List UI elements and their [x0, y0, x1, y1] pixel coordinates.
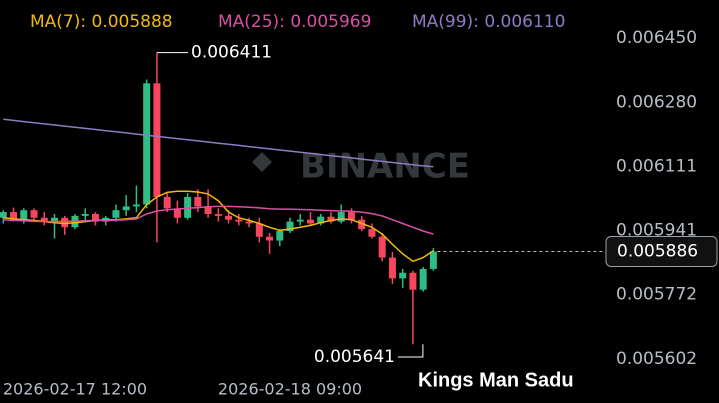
current-price-box [605, 235, 718, 267]
candle-body [317, 216, 325, 224]
low-leader [398, 344, 424, 358]
candle-body [194, 196, 202, 207]
legend-entry: MA(99): 0.006110 [412, 12, 565, 32]
candle-body [399, 272, 407, 279]
candle-body [91, 213, 99, 222]
y-tick-label: 0.005772 [616, 285, 697, 305]
ma-line [3, 205, 434, 235]
y-tick-label: 0.006280 [616, 92, 697, 112]
candle-body [20, 210, 28, 220]
y-tick-label: 0.005941 [616, 221, 697, 241]
candle-body [419, 268, 427, 290]
candle-body [10, 212, 18, 220]
candle-body [163, 196, 171, 209]
candle-body [225, 215, 233, 220]
candle-body [30, 210, 38, 218]
candle-body [112, 210, 120, 218]
candle-body [368, 229, 376, 237]
y-tick-label: 0.005602 [616, 349, 697, 369]
candle-body [266, 236, 274, 241]
candle-body [51, 217, 58, 222]
legend-entry: MA(25): 0.005969 [218, 12, 371, 32]
candle-body [61, 217, 69, 228]
watermark-logo [252, 152, 272, 172]
candle-body [296, 219, 304, 222]
candle-body [153, 83, 161, 197]
candle-body [255, 223, 263, 237]
candle-body [245, 221, 253, 224]
ma-line [3, 118, 434, 168]
candle-body [0, 212, 7, 218]
x-tick-label: 2026-02-18 09:00 [218, 380, 362, 399]
candle-body [337, 212, 345, 222]
candle-body [276, 231, 284, 241]
candle-body [143, 83, 151, 205]
candle-body [347, 212, 355, 220]
x-tick-label: 2026-02-17 12:00 [3, 380, 147, 399]
y-tick-label: 0.006450 [616, 28, 697, 48]
candle-body [214, 213, 222, 216]
candle-body [429, 251, 437, 269]
candle-body [307, 219, 314, 224]
candle-body [358, 219, 366, 230]
candle-body [132, 204, 140, 207]
watermark: BINANCE [252, 147, 470, 187]
candle-body [204, 206, 212, 214]
candle-body [40, 217, 48, 222]
caption: Kings Man Sadu [418, 369, 574, 391]
candle-body [235, 219, 243, 222]
candle-body [388, 257, 396, 279]
candle-body [409, 272, 417, 290]
watermark-text: BINANCE [300, 147, 470, 187]
candle-body [173, 208, 181, 218]
legend-entry: MA(7): 0.005888 [30, 12, 173, 32]
candle-body [327, 216, 335, 222]
y-tick-label: 0.006111 [616, 156, 697, 176]
candle-body [378, 236, 386, 258]
ma-line [3, 190, 434, 263]
candle-body [184, 196, 192, 218]
current-price-label: 0.005886 [617, 241, 698, 261]
candle-body [286, 221, 294, 232]
high-label: 0.006411 [191, 43, 272, 63]
candle-body [122, 206, 130, 211]
candle-body [81, 213, 89, 216]
low-label: 0.005641 [314, 347, 395, 367]
